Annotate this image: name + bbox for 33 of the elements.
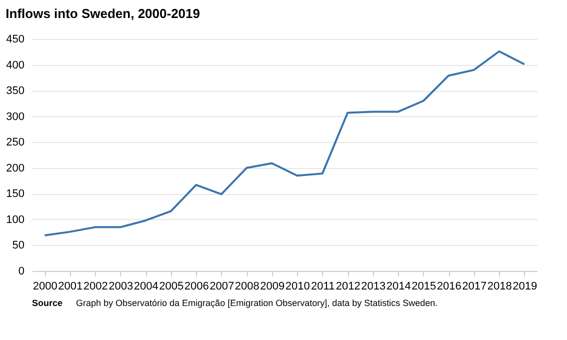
x-tick-label: 2013 xyxy=(361,280,386,292)
x-tick-label: 2008 xyxy=(234,280,260,292)
chart-title: Inflows into Sweden, 2000-2019 xyxy=(6,6,200,21)
y-tick-label: 250 xyxy=(6,136,24,149)
x-tick-label: 2012 xyxy=(336,280,360,292)
x-tick-label: 2011 xyxy=(311,280,335,292)
x-tick-label: 2009 xyxy=(260,280,285,292)
y-tick-label: 150 xyxy=(6,188,24,200)
y-tick-label: 400 xyxy=(6,59,24,72)
x-tick-label: 2002 xyxy=(83,280,108,292)
x-tick-label: 2018 xyxy=(487,280,512,292)
x-tick-label: 2004 xyxy=(134,280,158,292)
x-tick-label: 2005 xyxy=(159,280,184,292)
x-tick-label: 2014 xyxy=(386,280,411,292)
text: Source Graph by Observatório da Emigração [Emigration Observatory], data by Statistics Sweden. xyxy=(32,298,438,308)
y-tick-label: 200 xyxy=(6,162,24,174)
y-tick-label: 350 xyxy=(6,85,24,98)
y-tick-label: 450 xyxy=(6,34,24,46)
x-tick-label: 2015 xyxy=(412,280,436,292)
x-tick-label: 2016 xyxy=(436,280,462,292)
y-tick-label: 100 xyxy=(6,214,24,226)
line-series xyxy=(44,50,526,236)
x-tick-label: 2003 xyxy=(108,280,134,292)
y-tick-label: 50 xyxy=(12,240,24,252)
x-tick-label: 2007 xyxy=(210,280,234,292)
x-tick-label: 2001 xyxy=(58,280,83,292)
x-tick-label: 2000 xyxy=(32,280,58,292)
x-tick-label: 2019 xyxy=(512,280,538,292)
x-tick-label: 2006 xyxy=(184,280,209,292)
x-tick-label: 2017 xyxy=(462,280,487,292)
y-tick-label: 0 xyxy=(18,266,24,278)
x-tick-label: 2010 xyxy=(285,280,310,292)
y-tick-label: 300 xyxy=(6,110,24,123)
